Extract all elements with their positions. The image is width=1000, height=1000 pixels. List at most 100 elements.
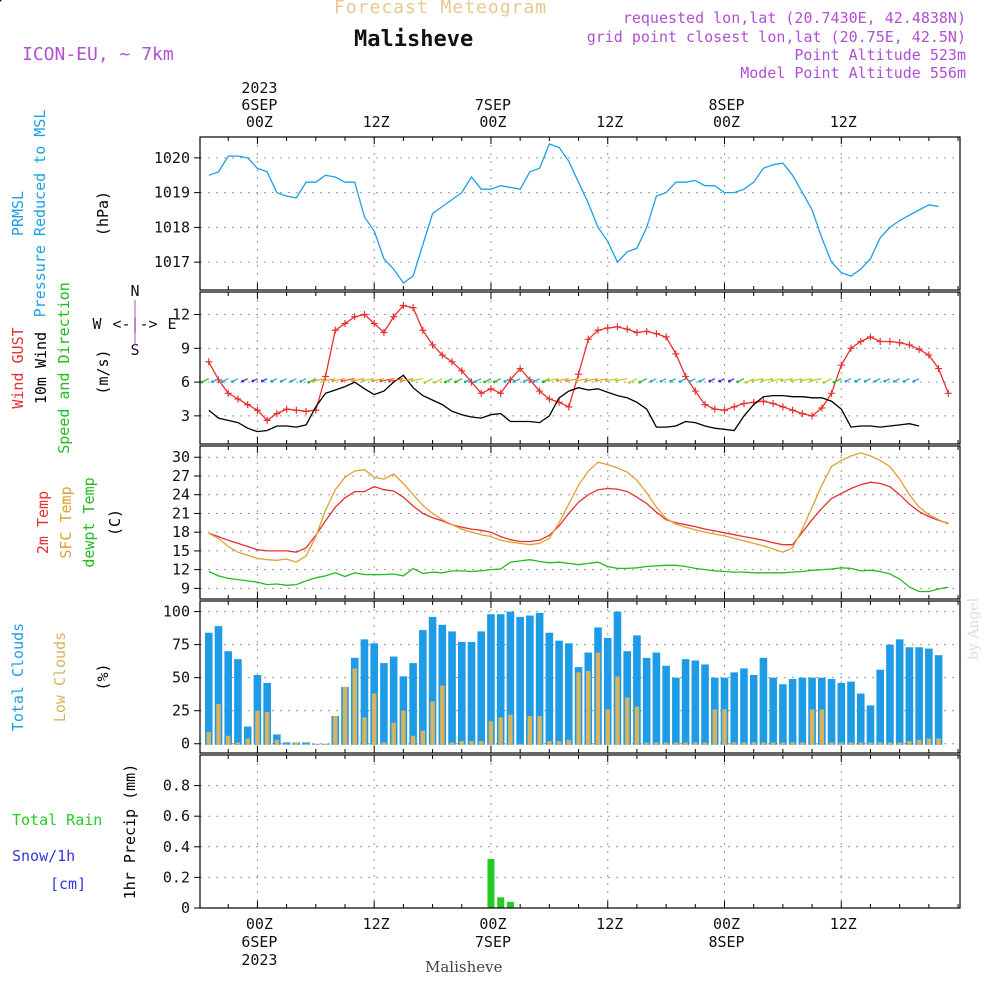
- wind-direction-arrow: [586, 378, 599, 382]
- wind-arrow-head: [790, 379, 793, 383]
- total-cloud-bar: [934, 655, 943, 745]
- wind-arrow-head: [541, 380, 545, 384]
- wind-arrow-head: [584, 379, 588, 383]
- low-cloud-bar: [391, 722, 396, 745]
- grid-point-coordinates: grid point closest lon,lat (20.75E, 42.5…: [586, 28, 966, 46]
- gust-marker: [438, 351, 446, 359]
- gust-marker: [234, 395, 242, 403]
- wind-arrow-head: [433, 380, 437, 384]
- total-cloud-bar: [214, 626, 223, 745]
- clouds-frame: [199, 600, 961, 754]
- y-tick-label: 0.2: [163, 868, 190, 886]
- dewpt-temp-line: [208, 559, 949, 593]
- low-cloud-bar: [216, 704, 221, 745]
- total-cloud-bar: [282, 742, 291, 745]
- wind-arrow-head: [688, 380, 692, 383]
- gust-marker: [837, 361, 845, 369]
- wind-arrow-head: [503, 380, 507, 383]
- low-cloud-bar: [206, 731, 211, 745]
- gust-marker: [798, 410, 806, 418]
- wind-gust-line: [208, 304, 949, 422]
- y-tick-label: 0.8: [163, 777, 190, 795]
- low-cloud-bar: [410, 735, 416, 745]
- wind-arrow-head: [513, 380, 516, 383]
- low-cloud-bar: [401, 710, 406, 745]
- low-cloud-bar: [800, 742, 805, 745]
- total-cloud-bar: [409, 663, 417, 745]
- total-cloud-bar: [642, 657, 651, 745]
- low-cloud-bar: [469, 741, 474, 745]
- y-tick-label: 75: [172, 636, 190, 654]
- low-cloud-bar: [702, 742, 708, 745]
- gust-marker: [730, 403, 738, 411]
- y-tick-label: 0.6: [163, 807, 190, 825]
- low-cloud-bar: [605, 709, 610, 745]
- wind-arrow-head: [760, 379, 764, 383]
- point-altitude: Point Altitude 523m: [794, 46, 966, 64]
- gust-marker: [273, 410, 281, 418]
- total-cloud-bar: [399, 676, 408, 745]
- axis-label: dewpt Temp: [80, 477, 98, 567]
- gust-marker: [652, 330, 660, 338]
- total-cloud-bar: [886, 644, 894, 745]
- total-cloud-bar: [866, 705, 875, 745]
- gust-marker: [613, 323, 621, 331]
- wind-direction-arrow: [616, 378, 628, 382]
- low-cloud-bar: [819, 709, 825, 745]
- wind-arrow-head: [780, 379, 784, 383]
- requested-coordinates: requested lon,lat (20.7430E, 42.4838N): [622, 9, 966, 27]
- low-cloud-bar: [440, 685, 445, 745]
- axis-label: Total Clouds: [9, 623, 27, 731]
- precipitation-panel: 0 0.2 0.4 0.6 0.8 1hr Precip (mm) Total Rain Sn…: [12, 754, 961, 917]
- low-cloud-bar: [333, 715, 338, 745]
- low-cloud-bar: [693, 742, 698, 745]
- wind-direction-arrow: [400, 378, 414, 382]
- low-cloud-bar: [615, 676, 620, 745]
- low-cloud-bar: [741, 742, 747, 745]
- low-cloud-bar: [245, 738, 250, 745]
- wind-direction-arrow: [411, 378, 423, 382]
- unit-label: (%): [94, 663, 112, 690]
- total-cloud-bar: [691, 660, 700, 745]
- gust-marker: [302, 407, 310, 415]
- wind-arrow-head: [532, 380, 536, 383]
- wind-direction-arrow: [389, 378, 404, 382]
- axis-label: Low Clouds: [51, 632, 69, 722]
- wind-direction-arrow: [771, 378, 784, 382]
- axis-label: 10m Wind: [32, 332, 50, 404]
- wind-direction-arrow: [557, 378, 569, 382]
- top-time-label: 12Z: [596, 113, 623, 131]
- low-cloud-bar: [897, 742, 902, 745]
- gust-marker: [477, 389, 485, 397]
- wind-direction-arrow: [752, 378, 764, 382]
- gust-marker: [341, 320, 349, 328]
- gust-marker: [818, 404, 826, 412]
- wind-arrow-head: [669, 379, 673, 383]
- wind-arrow-head: [565, 379, 568, 383]
- low-cloud-bar: [352, 668, 357, 745]
- wind-arrow-head: [399, 379, 403, 383]
- gust-marker: [828, 389, 836, 397]
- low-cloud-bar: [586, 671, 591, 745]
- low-cloud-bar: [264, 712, 270, 745]
- wind-arrow-head: [770, 379, 774, 383]
- low-cloud-bar: [673, 742, 679, 745]
- total-cloud-bar: [847, 681, 855, 745]
- low-cloud-bar: [770, 742, 776, 745]
- low-cloud-bar: [663, 742, 669, 745]
- top-time-label: 7SEP: [475, 96, 511, 114]
- total-cloud-bar: [633, 635, 641, 745]
- total-cloud-bar: [925, 648, 933, 745]
- low-cloud-bar: [839, 742, 844, 745]
- low-cloud-bar: [235, 742, 241, 745]
- gust-marker: [516, 365, 524, 373]
- total-cloud-bar: [565, 643, 573, 745]
- low-cloud-bar: [634, 706, 640, 745]
- wind-arrow-head: [270, 379, 274, 383]
- gust-marker: [458, 367, 466, 375]
- wind-arrow-head: [260, 379, 264, 383]
- bottom-time-label: 12Z: [363, 915, 390, 933]
- total-cloud-bar: [730, 672, 739, 745]
- gust-marker: [779, 403, 787, 411]
